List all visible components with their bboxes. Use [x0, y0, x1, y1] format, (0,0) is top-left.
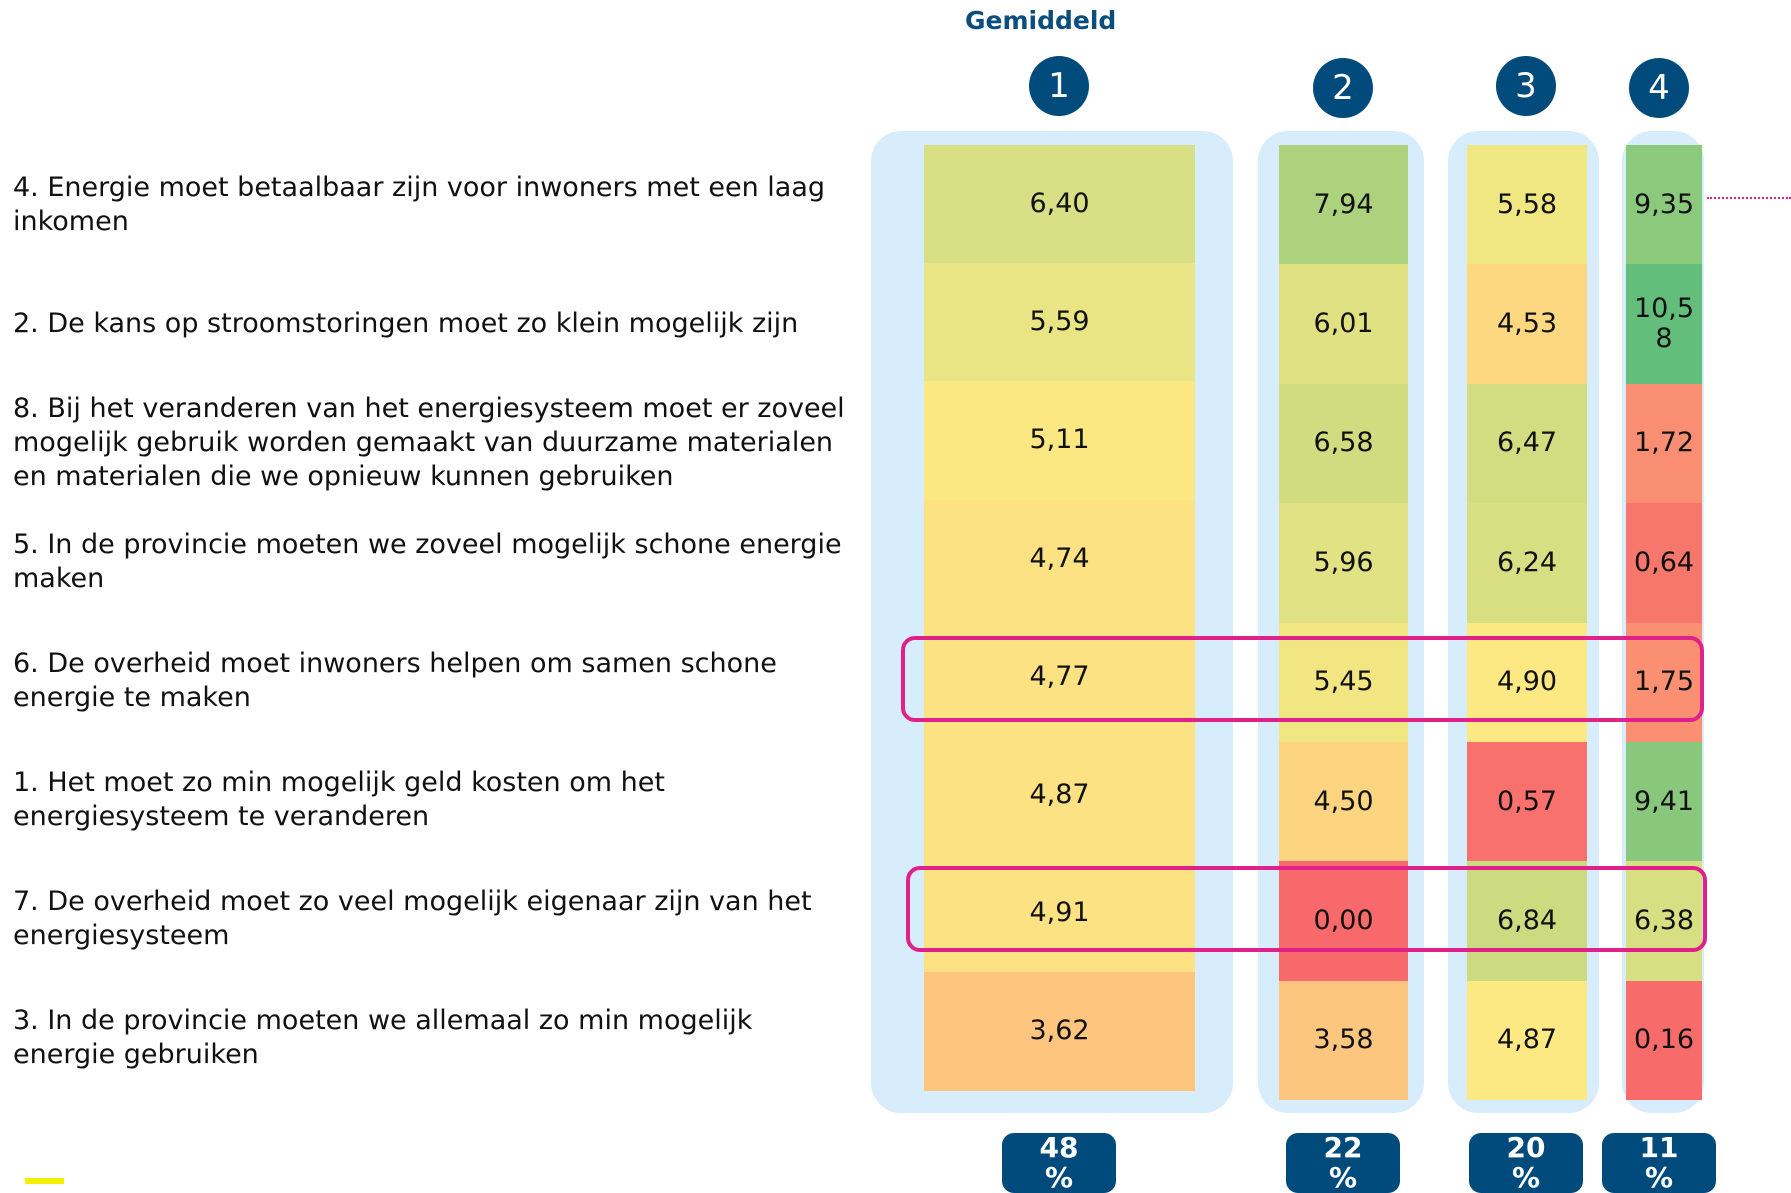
score-cell: 6,40 — [924, 145, 1195, 264]
score-cell: 6,01 — [1279, 264, 1408, 384]
score-cell: 3,58 — [1279, 980, 1408, 1101]
score-cell: 5,11 — [924, 381, 1195, 500]
header-title: Gemiddeld — [965, 6, 1117, 35]
share-badge: 48 % — [1002, 1133, 1116, 1193]
score-cell: 9,35 — [1626, 145, 1702, 265]
score-cell: 0,00 — [1279, 861, 1408, 981]
score-cell: 4,53 — [1467, 264, 1587, 384]
dotted-line — [1707, 197, 1791, 199]
score-cell: 1,72 — [1626, 383, 1702, 504]
score-cell: 1,75 — [1626, 622, 1702, 742]
score-cell: 6,38 — [1626, 861, 1702, 981]
score-cell: 7,94 — [1279, 145, 1408, 265]
column-number: 1 — [1029, 56, 1089, 116]
row-label: 7. De overheid moet zo veel mogelijk eig… — [13, 886, 812, 951]
score-cell: 4,87 — [1467, 980, 1587, 1101]
row-label: 6. De overheid moet inwoners helpen om s… — [13, 648, 777, 713]
score-cell: 4,91 — [924, 854, 1195, 973]
score-cell: 5,96 — [1279, 503, 1408, 623]
score-cell: 0,57 — [1467, 742, 1587, 862]
score-cell: 6,24 — [1467, 503, 1587, 623]
yellow-mark — [25, 1178, 64, 1184]
row-label: 4. Energie moet betaalbaar zijn voor inw… — [13, 172, 826, 237]
highlight — [901, 636, 1704, 722]
share-badge: 11 % — [1602, 1133, 1716, 1193]
score-cell: 5,45 — [1279, 622, 1408, 742]
score-cell: 3,62 — [924, 972, 1195, 1091]
share-badge: 20 % — [1469, 1133, 1583, 1193]
row-label: 1. Het moet zo min mogelijk geld kosten … — [13, 767, 665, 832]
column-number: 3 — [1496, 56, 1556, 116]
score-cell: 0,64 — [1626, 503, 1702, 623]
score-cell: 10,58 — [1626, 264, 1702, 384]
highlight — [906, 866, 1707, 952]
score-cell: 6,47 — [1467, 383, 1587, 504]
column-number: 4 — [1629, 58, 1689, 118]
share-badge: 22 % — [1286, 1133, 1400, 1193]
row-label: 5. In de provincie moeten we zoveel moge… — [13, 529, 842, 594]
score-cell: 5,59 — [924, 263, 1195, 382]
score-cell: 6,84 — [1467, 861, 1587, 981]
score-cell: 5,58 — [1467, 145, 1587, 265]
score-cell: 9,41 — [1626, 742, 1702, 862]
score-cell: 4,74 — [924, 499, 1195, 618]
score-cell: 4,87 — [924, 736, 1195, 855]
score-cell: 4,50 — [1279, 742, 1408, 862]
row-label: 8. Bij het veranderen van het energiesys… — [13, 393, 845, 492]
row-label: 3. In de provincie moeten we allemaal zo… — [13, 1005, 753, 1070]
score-cell: 4,90 — [1467, 622, 1587, 742]
score-cell: 6,58 — [1279, 383, 1408, 504]
row-label: 2. De kans op stroomstoringen moet zo kl… — [13, 308, 799, 339]
score-cell: 0,16 — [1626, 980, 1702, 1101]
column-number: 2 — [1313, 58, 1373, 118]
